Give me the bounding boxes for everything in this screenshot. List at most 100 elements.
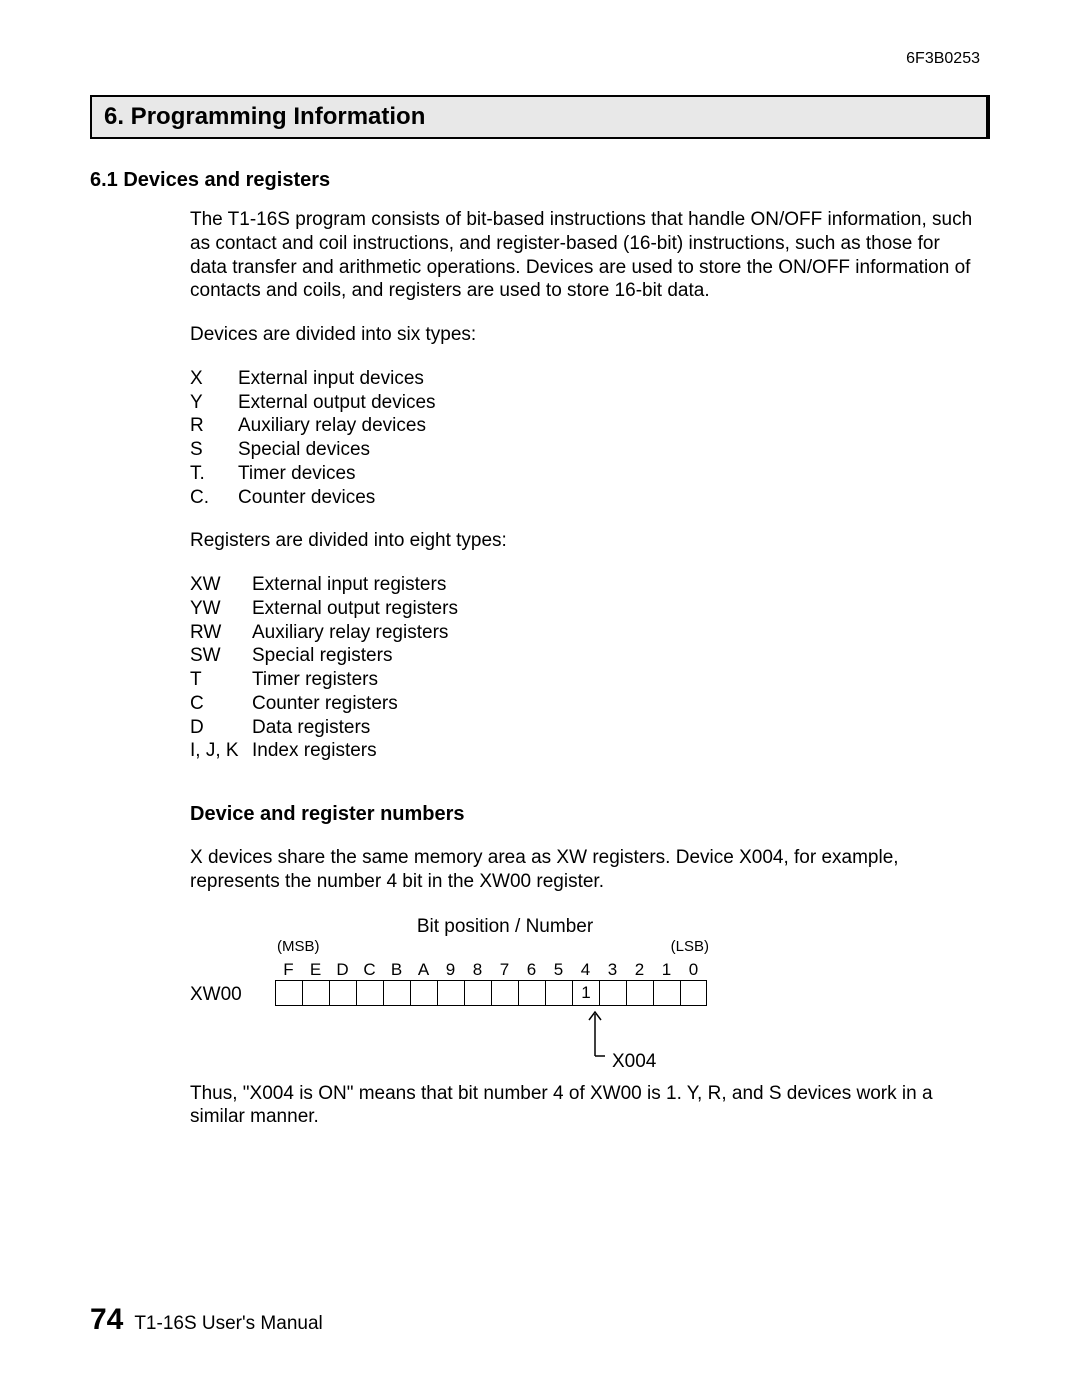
register-label: External input registers (252, 573, 446, 597)
bit-column: 0 (680, 960, 707, 1006)
page-footer: 74 T1-16S User's Manual (90, 1303, 323, 1337)
bit-cell (356, 980, 383, 1006)
bit-position-label: F (275, 960, 302, 980)
closing-paragraph: Thus, "X004 is ON" means that bit number… (190, 1082, 980, 1130)
bit-position-label: B (383, 960, 410, 980)
list-item: RWAuxiliary relay registers (190, 621, 980, 645)
register-code: XW (190, 573, 252, 597)
bit-position-label: 1 (653, 960, 680, 980)
list-item: I, J, KIndex registers (190, 739, 980, 763)
bit-column: 41 (572, 960, 599, 1006)
bit-table: FEDCBA98765413210 (275, 960, 707, 1006)
bit-cell (626, 980, 653, 1006)
register-label: Special registers (252, 644, 392, 668)
bit-position-label: 9 (437, 960, 464, 980)
bit-column: 6 (518, 960, 545, 1006)
bit-column: 7 (491, 960, 518, 1006)
device-code: X (190, 367, 238, 391)
bit-cell (329, 980, 356, 1006)
register-code: RW (190, 621, 252, 645)
registers-list: XWExternal input registers YWExternal ou… (190, 573, 980, 763)
register-label: Counter registers (252, 692, 398, 716)
register-label: Timer registers (252, 668, 378, 692)
bit-column: B (383, 960, 410, 1006)
bit-diagram: Bit position / Number (MSB) (LSB) XW00 F… (190, 916, 990, 1076)
register-code: C (190, 692, 252, 716)
device-label: External input devices (238, 367, 424, 391)
list-item: C.Counter devices (190, 486, 980, 510)
bit-cell (653, 980, 680, 1006)
bit-column: D (329, 960, 356, 1006)
chapter-heading: 6. Programming Information (90, 95, 990, 139)
register-code: SW (190, 644, 252, 668)
register-label: Data registers (252, 716, 370, 740)
arrow-up-icon (585, 1006, 605, 1061)
devices-intro: Devices are divided into six types: (190, 323, 980, 347)
bit-position-label: 3 (599, 960, 626, 980)
bit-position-label: E (302, 960, 329, 980)
list-item: SSpecial devices (190, 438, 980, 462)
bit-column: 5 (545, 960, 572, 1006)
device-code: S (190, 438, 238, 462)
bit-column: 3 (599, 960, 626, 1006)
bit-column: 8 (464, 960, 491, 1006)
register-code: T (190, 668, 252, 692)
bit-cell (410, 980, 437, 1006)
register-label: Index registers (252, 739, 377, 763)
register-label: External output registers (252, 597, 458, 621)
bit-cell (680, 980, 707, 1006)
bit-column: 2 (626, 960, 653, 1006)
pointer-label: X004 (612, 1051, 656, 1073)
bit-column: E (302, 960, 329, 1006)
bit-cell (491, 980, 518, 1006)
sub-paragraph: X devices share the same memory area as … (190, 846, 980, 894)
device-code: Y (190, 391, 238, 415)
bit-position-label: 2 (626, 960, 653, 980)
bit-cell (464, 980, 491, 1006)
document-id: 6F3B0253 (906, 50, 980, 68)
bit-position-label: 5 (545, 960, 572, 980)
msb-lsb-labels: (MSB) (LSB) (275, 938, 711, 956)
bit-cell (302, 980, 329, 1006)
register-label: Auxiliary relay registers (252, 621, 448, 645)
list-item: CCounter registers (190, 692, 980, 716)
list-item: YExternal output devices (190, 391, 980, 415)
list-item: SWSpecial registers (190, 644, 980, 668)
list-item: DData registers (190, 716, 980, 740)
bit-column: 1 (653, 960, 680, 1006)
device-code: T. (190, 462, 238, 486)
diagram-caption: Bit position / Number (275, 916, 735, 938)
bit-position-label: 8 (464, 960, 491, 980)
bit-column: F (275, 960, 302, 1006)
list-item: TTimer registers (190, 668, 980, 692)
page: 6F3B0253 6. Programming Information 6.1 … (0, 0, 1080, 1397)
bit-position-label: 7 (491, 960, 518, 980)
registers-intro: Registers are divided into eight types: (190, 529, 980, 553)
intro-paragraph: The T1-16S program consists of bit-based… (190, 208, 980, 303)
bit-cell (275, 980, 302, 1006)
list-item: YWExternal output registers (190, 597, 980, 621)
device-label: Auxiliary relay devices (238, 414, 426, 438)
bit-position-label: 0 (680, 960, 707, 980)
bit-cell (545, 980, 572, 1006)
bit-cell: 1 (572, 980, 599, 1006)
device-label: Timer devices (238, 462, 356, 486)
page-number: 74 (90, 1303, 123, 1336)
device-label: Special devices (238, 438, 370, 462)
bit-cell (599, 980, 626, 1006)
section-heading: 6.1 Devices and registers (90, 169, 990, 192)
devices-list: XExternal input devices YExternal output… (190, 367, 980, 510)
bit-column: C (356, 960, 383, 1006)
bit-cell (518, 980, 545, 1006)
register-row-label: XW00 (190, 984, 275, 1006)
list-item: T.Timer devices (190, 462, 980, 486)
bit-position-label: C (356, 960, 383, 980)
device-label: External output devices (238, 391, 436, 415)
bit-position-label: D (329, 960, 356, 980)
bit-position-label: A (410, 960, 437, 980)
manual-title: T1-16S User's Manual (134, 1313, 322, 1334)
sub-heading: Device and register numbers (190, 803, 990, 826)
bit-cell (383, 980, 410, 1006)
list-item: RAuxiliary relay devices (190, 414, 980, 438)
bit-column: 9 (437, 960, 464, 1006)
